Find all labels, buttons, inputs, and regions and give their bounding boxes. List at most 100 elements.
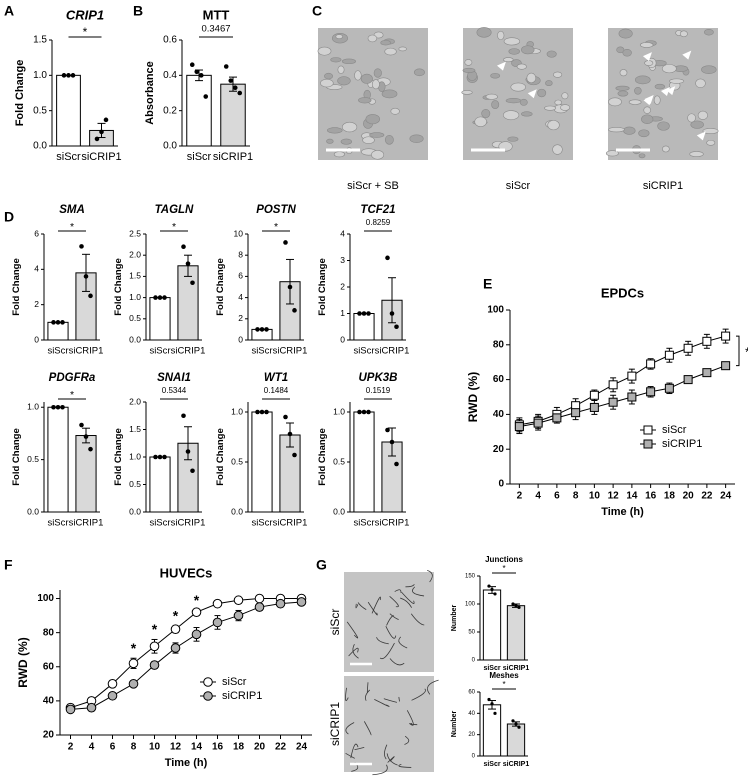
cell	[476, 27, 492, 38]
chart-title: MTT	[203, 7, 230, 22]
y-tick-label: 2.0	[129, 396, 141, 406]
arrowhead	[696, 131, 706, 141]
cell	[634, 87, 642, 95]
tube	[348, 647, 359, 657]
marker	[254, 602, 265, 612]
y-axis-title: Fold Change	[11, 258, 22, 316]
data-point	[79, 244, 84, 249]
cell	[398, 46, 407, 52]
x-tick-label: 16	[645, 491, 657, 502]
y-tick-label: 0.0	[333, 506, 345, 516]
y-tick-label: 0.0	[163, 141, 177, 152]
x-tick-label: siCRIP1	[69, 518, 104, 529]
tube	[366, 682, 369, 693]
marker	[646, 387, 656, 397]
marker	[296, 597, 307, 607]
chart-title: UPK3B	[359, 372, 398, 384]
cell	[638, 153, 646, 159]
cell	[608, 97, 622, 107]
y-tick-label: 100	[465, 602, 476, 608]
data-point	[194, 69, 200, 75]
y-tick-label: 0	[340, 334, 345, 344]
data-point	[83, 434, 89, 439]
y-tick-label: 1.0	[333, 406, 345, 416]
y-tick-label: 0.0	[27, 506, 39, 516]
cell	[516, 63, 527, 70]
x-tick-label: 16	[212, 742, 224, 753]
image-label: siScr	[506, 180, 531, 192]
y-tick-label: 1.5	[129, 271, 141, 281]
legend-label: siCRIP1	[662, 438, 702, 450]
data-point	[264, 327, 269, 332]
chart-title: Meshes	[489, 671, 519, 680]
bar	[353, 313, 375, 341]
data-point	[283, 414, 288, 420]
cell	[623, 126, 636, 135]
y-axis-title: RWD (%)	[16, 637, 30, 687]
tube	[412, 586, 425, 597]
cell	[354, 70, 362, 81]
y-tick-label: 0.5	[33, 105, 47, 116]
x-tick-label: 6	[110, 742, 116, 753]
x-tick-label: 14	[626, 491, 638, 502]
tube	[355, 603, 359, 609]
bar	[482, 589, 502, 661]
tube	[354, 746, 365, 751]
arrowhead	[660, 87, 670, 97]
x-tick-label: siCRIP1	[69, 346, 104, 357]
bar	[149, 456, 171, 513]
cell	[615, 85, 630, 91]
data-point	[389, 439, 395, 445]
y-tick-label: 1.0	[129, 451, 141, 461]
x-tick-label: 14	[191, 742, 203, 753]
data-point	[361, 311, 367, 316]
data-point	[79, 422, 84, 428]
error-bar	[229, 76, 237, 92]
cell	[561, 92, 569, 100]
tube	[372, 764, 388, 776]
data-point	[493, 711, 497, 715]
data-point	[103, 117, 109, 123]
marker	[203, 677, 213, 687]
x-tick-label: siCRIP1	[171, 518, 206, 529]
y-tick-label: 1.5	[129, 424, 141, 434]
marker	[107, 690, 118, 701]
data-point	[237, 90, 243, 96]
legend-label: siScr	[222, 676, 247, 688]
cell	[521, 111, 533, 117]
x-tick-label: siScr	[47, 346, 68, 357]
tube	[398, 696, 400, 702]
cell	[679, 30, 688, 38]
arrowhead	[527, 89, 537, 99]
chart-title: HUVECs	[160, 565, 213, 580]
tube	[386, 614, 394, 626]
y-tick-label: 40	[43, 696, 55, 707]
y-tick-label: 1.0	[33, 70, 47, 81]
cell	[654, 83, 666, 90]
significance-label: 0.5344	[162, 386, 187, 395]
data-point	[66, 73, 71, 78]
data-point	[181, 413, 186, 419]
cell	[337, 76, 351, 86]
x-tick-label: 24	[720, 491, 732, 502]
y-axis-title: Fold Change	[317, 428, 328, 486]
panel-label: G	[316, 557, 327, 573]
data-point	[153, 454, 158, 460]
cell	[390, 107, 400, 115]
data-point	[198, 73, 204, 78]
cell	[689, 151, 704, 158]
y-tick-label: 6	[34, 228, 39, 238]
bar	[177, 265, 199, 341]
data-point	[153, 295, 158, 300]
x-tick-label: 8	[573, 491, 579, 502]
data-point	[517, 725, 521, 729]
bar	[506, 605, 526, 661]
y-axis-title: Number	[451, 711, 458, 738]
y-tick-label: 0.5	[129, 313, 141, 323]
tube	[401, 591, 415, 604]
x-tick-label: 22	[275, 742, 287, 753]
cell	[317, 46, 332, 56]
data-point	[55, 320, 61, 325]
y-axis-title: Fold Change	[317, 258, 328, 316]
cell	[373, 68, 382, 78]
